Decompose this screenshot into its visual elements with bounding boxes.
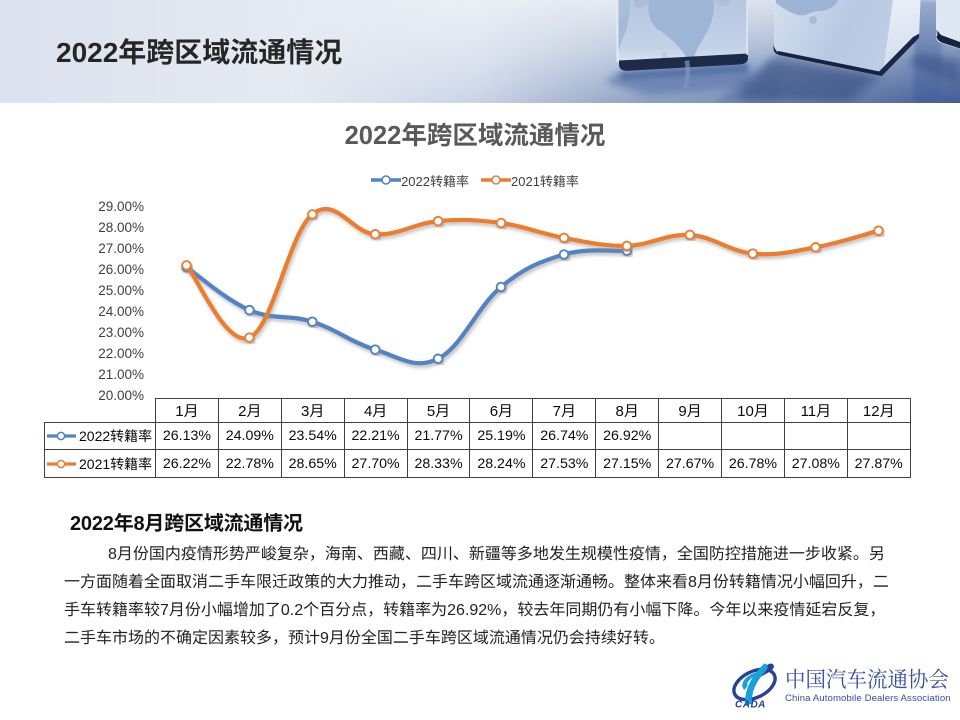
svg-text:CADA: CADA xyxy=(735,700,766,711)
